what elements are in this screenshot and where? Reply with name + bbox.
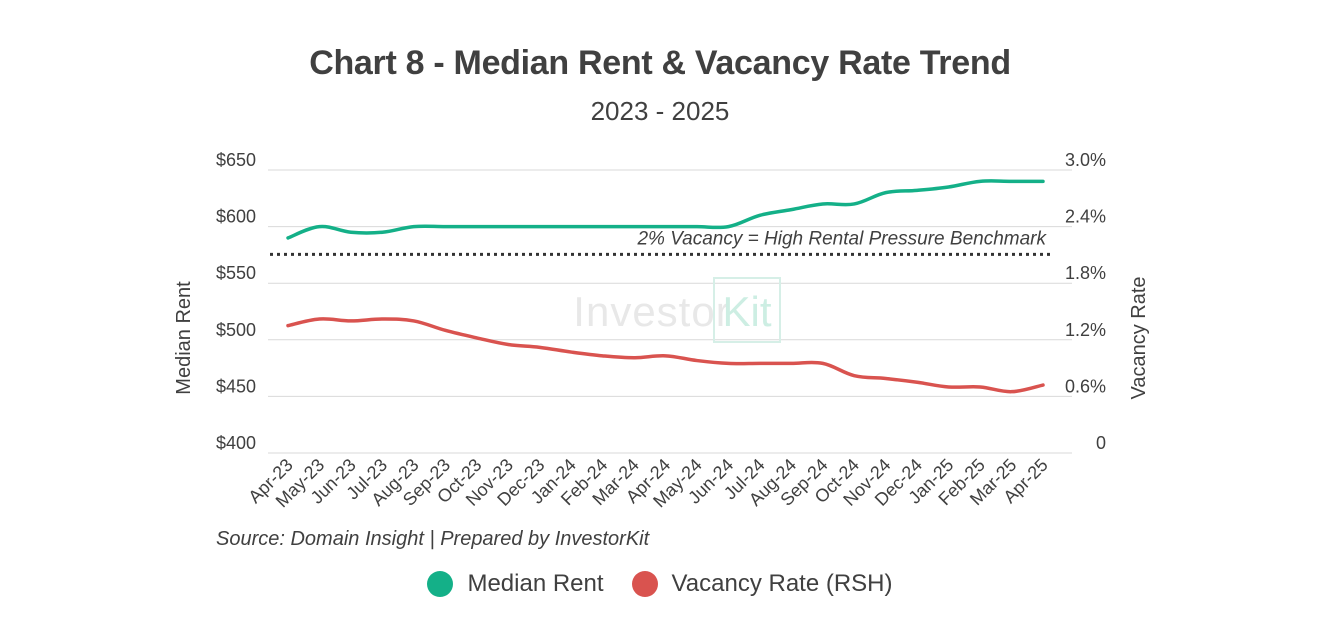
y-left-tick-label: $400 [216, 433, 256, 453]
y-right-tick-label: 1.8% [1065, 263, 1106, 283]
watermark-text: Investor [573, 288, 730, 335]
y-right-tick-label: 0 [1096, 433, 1106, 453]
y-left-tick-label: $450 [216, 376, 256, 396]
y-left-tick-label: $600 [216, 207, 256, 227]
legend-label-vacancy-rate: Vacancy Rate (RSH) [671, 570, 893, 597]
y-right-tick-label: 1.2% [1065, 320, 1106, 340]
y-right-axis-title: Vacancy Rate [1128, 276, 1150, 399]
legend-label-median-rent: Median Rent [467, 570, 604, 597]
y-right-tick-label: 2.4% [1065, 207, 1106, 227]
legend-swatch-vacancy-rate [631, 571, 658, 597]
legend-item-vacancy-rate: Vacancy Rate (RSH) [631, 570, 893, 598]
y-left-axis-title: Median Rent [173, 281, 195, 395]
reference-line-label: 2% Vacancy = High Rental Pressure Benchm… [636, 228, 1047, 249]
source-note: Source: Domain Insight | Prepared by Inv… [216, 528, 650, 550]
y-left-tick-label: $650 [216, 150, 256, 170]
y-right-tick-label: 0.6% [1065, 376, 1106, 396]
watermark-kit: Kit [722, 288, 771, 335]
legend-swatch-median-rent [427, 571, 454, 597]
y-left-tick-label: $550 [216, 263, 256, 283]
legend: Median Rent Vacancy Rate (RSH) [0, 570, 1320, 598]
y-right-tick-label: 3.0% [1065, 150, 1106, 170]
chart-title: Chart 8 - Median Rent & Vacancy Rate Tre… [309, 44, 1011, 82]
y-left-tick-label: $500 [216, 320, 256, 340]
chart-subtitle: 2023 - 2025 [590, 96, 730, 126]
watermark-box [713, 277, 781, 343]
legend-item-median-rent: Median Rent [427, 570, 604, 598]
